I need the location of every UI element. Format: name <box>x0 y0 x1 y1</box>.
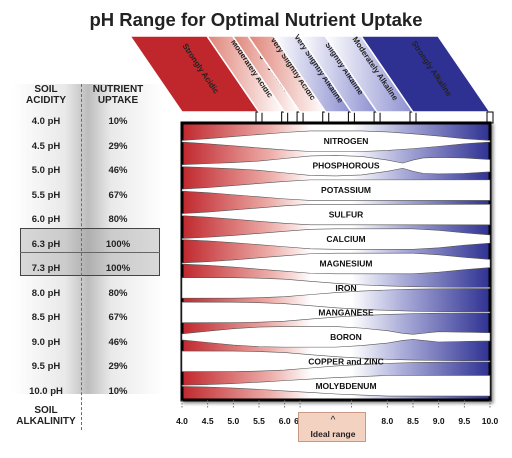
ph-value: 4.5 pH <box>31 140 61 152</box>
category-tab <box>486 111 494 124</box>
ph-value: 9.0 pH <box>31 336 61 348</box>
category-tab <box>255 111 263 124</box>
x-tick-label: 9.5 <box>458 416 470 426</box>
ideal-range-label: Ideal range <box>310 429 356 439</box>
category-tab <box>296 111 304 124</box>
ph-value: 8.5 pH <box>31 312 61 323</box>
x-tick-label: 8.5 <box>407 416 419 426</box>
ph-value: 6.3 pH <box>31 238 61 250</box>
ideal-range-marker: ^ <box>330 415 336 426</box>
soil-alkalinity-footer-line1: SOIL <box>34 405 58 416</box>
uptake-value: 100% <box>105 263 131 274</box>
nutrient-label: COPPER and ZINC <box>308 356 384 366</box>
nutrient-uptake-header-line1: NUTRIENT <box>92 84 144 95</box>
chart-title: pH Range for Optimal Nutrient Uptake <box>89 9 423 30</box>
nutrient-band <box>181 252 491 275</box>
x-tick-label: 8.0 <box>381 416 393 426</box>
ph-value: 4.0 pH <box>31 116 61 127</box>
x-tick-label: 10.0 <box>482 416 499 426</box>
x-tick-label: 4.0 <box>176 416 188 426</box>
x-tick-label: 5.5 <box>253 416 265 426</box>
ph-value: 10.0 pH <box>29 385 63 397</box>
nutrient-band <box>181 350 491 372</box>
nutrient-label: SULFUR <box>329 210 363 220</box>
nutrient-label: NITROGEN <box>324 136 369 146</box>
nutrient-band <box>181 277 491 299</box>
category-band <box>359 35 492 113</box>
uptake-value: 46% <box>108 165 128 176</box>
category-tab <box>322 111 330 124</box>
soil-acidity-header: SOIL ACIDITY <box>14 84 78 106</box>
ideal-rows-divider <box>20 252 160 253</box>
left-table-background <box>12 84 164 394</box>
soil-alkalinity-footer: SOIL ALKALINITY <box>10 405 82 427</box>
uptake-value: 67% <box>108 312 128 323</box>
ph-value: 9.5 pH <box>31 361 61 372</box>
nutrient-band <box>181 130 491 152</box>
nutrient-band <box>181 301 491 323</box>
soil-acidity-header-line2: ACIDITY <box>26 95 66 106</box>
uptake-value: 80% <box>108 287 128 299</box>
uptake-value: 10% <box>108 116 128 127</box>
nutrient-band <box>181 375 491 397</box>
x-tick-label: 9.0 <box>433 416 445 426</box>
category-tab <box>409 111 417 124</box>
nutrient-label: MOLYBDENUM <box>315 381 376 391</box>
category-tab <box>373 111 381 124</box>
ph-value: 7.3 pH <box>31 263 61 274</box>
nutrient-band <box>181 326 491 348</box>
nutrient-label: MAGNESIUM <box>320 259 373 269</box>
soil-alkalinity-footer-line2: ALKALINITY <box>16 416 76 427</box>
nutrient-band <box>181 228 491 250</box>
nutrient-band <box>181 155 491 177</box>
nutrient-label: PHOSPHOROUS <box>312 161 379 171</box>
x-tick-label: 6.0 <box>279 416 291 426</box>
x-tick-label: 4.5 <box>202 416 214 426</box>
nutrient-band <box>181 179 491 201</box>
nutrient-label: BORON <box>330 332 362 342</box>
nutrient-label: POTASSIUM <box>321 185 371 195</box>
category-tab <box>281 111 289 124</box>
nutrient-uptake-header: NUTRIENT UPTAKE <box>84 84 152 106</box>
ph-value: 5.0 pH <box>31 165 61 176</box>
uptake-value: 29% <box>108 140 128 152</box>
ph-value: 5.5 pH <box>31 189 61 201</box>
nutrient-label: CALCIUM <box>326 234 365 244</box>
uptake-value: 100% <box>105 238 131 250</box>
nutrient-band <box>181 204 491 226</box>
ph-value: 8.0 pH <box>31 287 61 299</box>
uptake-value: 80% <box>108 214 128 225</box>
nutrient-uptake-header-line2: UPTAKE <box>97 95 139 106</box>
ideal-range-tag: ^ Ideal range <box>298 412 366 442</box>
left-table-divider <box>81 84 82 430</box>
plot-area: NITROGEN PHOSPHOROUS POTASSIUM SULFUR CALCIU… <box>180 121 492 402</box>
x-tick-label: 5.0 <box>227 416 239 426</box>
nutrient-label: MANGANESE <box>318 307 374 317</box>
ph-value: 6.0 pH <box>31 214 61 225</box>
uptake-value: 46% <box>108 336 128 348</box>
uptake-value: 10% <box>108 385 128 397</box>
category-tab <box>347 111 355 124</box>
uptake-value: 29% <box>108 361 128 372</box>
nutrient-label: IRON <box>335 283 356 293</box>
soil-acidity-header-line1: SOIL <box>34 84 58 95</box>
uptake-value: 67% <box>108 189 128 201</box>
